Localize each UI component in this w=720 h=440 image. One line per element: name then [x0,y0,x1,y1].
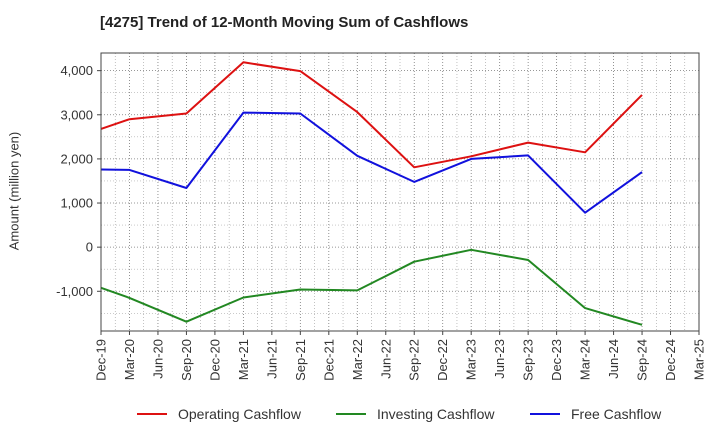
x-tick-label: Sep-20 [179,339,194,381]
legend-label-3: Free Cashflow [571,406,662,422]
x-tick-label: Dec-23 [549,339,564,381]
y-tick-label: 3,000 [60,107,93,122]
x-tick-label: Jun-23 [492,339,507,379]
legend-label-2: Investing Cashflow [377,406,495,422]
x-tick-label: Mar-24 [578,339,593,380]
x-tick-label: Jun-20 [150,339,165,379]
chart-title: [4275] Trend of 12-Month Moving Sum of C… [100,14,469,31]
series-line-1 [100,61,643,169]
legend-label-1: Operating Cashflow [178,406,302,422]
x-tick-label: Dec-19 [94,339,109,381]
x-tick-label: Jun-22 [378,339,393,379]
y-tick-label: 2,000 [60,151,93,166]
x-tick-label: Mar-20 [122,339,137,380]
x-tick-label: Mar-25 [692,339,707,380]
axes [100,52,700,332]
series-line-3 [100,111,643,214]
y-tick-label: 0 [86,240,93,255]
x-tick-label: Sep-22 [407,339,422,381]
series-lines [100,61,643,326]
plot-frame [100,52,700,332]
x-tick-label: Sep-21 [293,339,308,381]
series-line-2 [100,248,643,326]
x-tick-labels: Dec-19 Mar-20 Jun-20 Sep-20 Dec-20 Mar-21 Jun-… [94,331,707,381]
x-tick-label: Dec-22 [435,339,450,381]
legend: Operating Cashflow Investing Cashflow Free… [137,406,662,422]
y-tick-labels: -1,000 0 1,000 2,000 3,000 4,000 [56,63,101,299]
x-tick-label: Sep-23 [521,339,536,381]
x-tick-label: Sep-24 [635,339,650,381]
x-tick-label: Mar-23 [464,339,479,380]
x-tick-label: Mar-22 [350,339,365,380]
y-tick-label: 1,000 [60,196,93,211]
x-tick-label: Jun-21 [264,339,279,379]
x-tick-label: Mar-21 [236,339,251,380]
x-tick-label: Dec-20 [207,339,222,381]
y-tick-label: -1,000 [56,284,93,299]
y-tick-label: 4,000 [60,63,93,78]
x-tick-label: Jun-24 [606,339,621,379]
x-tick-label: Dec-24 [663,339,678,381]
x-tick-label: Dec-21 [321,339,336,381]
